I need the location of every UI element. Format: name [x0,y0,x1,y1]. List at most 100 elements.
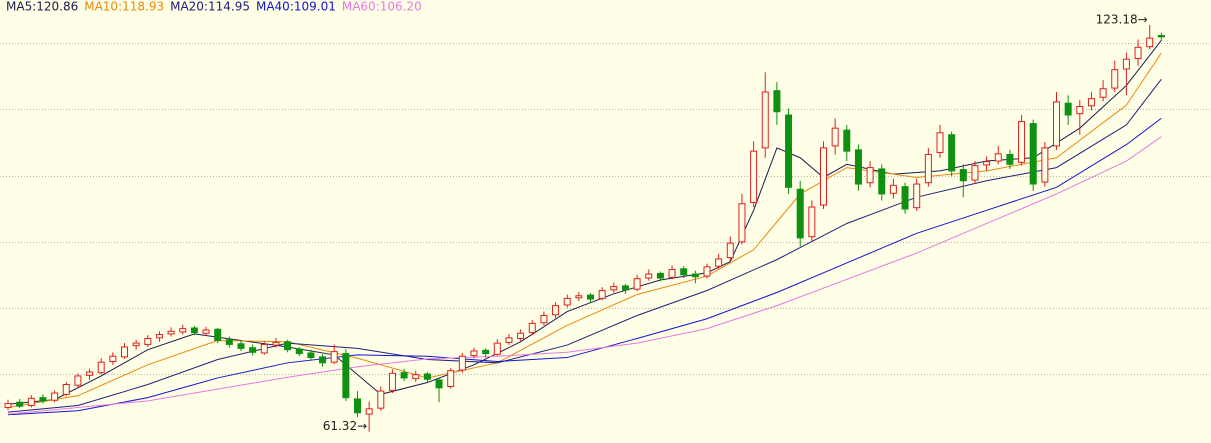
ma-line [7,78,1162,413]
candle-body [773,90,781,113]
candle-body [74,375,82,386]
candle-body [691,273,699,278]
candle-body [342,353,350,399]
candle-body [354,398,361,414]
legend-entry: MA60:106.20 [342,0,422,14]
candle-body [155,334,163,339]
plot: 123.18→ 61.32→ [4,13,1165,433]
candle-body [272,341,280,346]
candle-body [971,165,979,181]
candle-body [365,408,373,415]
candle-body [1134,46,1142,59]
candle-body [86,371,94,376]
candle-body [144,337,152,345]
legend-entry: MA5:120.86 [6,0,78,14]
candle-body [319,356,327,364]
candle-body [901,186,909,210]
legend-entry: MA10:118.93 [84,0,164,14]
candle-body [27,397,35,407]
grid [0,43,1211,375]
ma-line [7,136,1162,415]
candle-body [866,167,874,184]
candle-body [4,403,12,409]
candle-body [412,374,420,380]
candle-body [610,286,618,291]
candle-body [295,348,303,355]
candle-body [400,372,408,379]
candle-body [668,268,676,278]
candle-body [796,188,804,239]
candle-body [458,355,466,371]
candle-body [39,397,47,402]
candle-body [330,351,338,363]
candle-body [656,272,664,279]
candle-body [1122,58,1130,70]
candle-body [214,328,222,341]
candle-body [109,355,117,362]
candle-body [237,343,245,349]
candle-body [913,183,921,209]
legend-entry: MA40:109.01 [256,0,336,14]
candle-body [854,149,862,185]
candle-body [750,150,758,203]
candle-body [994,153,1002,162]
candle-body [377,390,385,409]
candle-body [1087,98,1095,107]
candle-body [1157,34,1165,38]
candle-body [1053,101,1060,147]
candle-body [563,297,571,306]
candle-body [202,329,210,334]
candle-body [1146,37,1154,48]
candle-body [97,361,105,374]
candle-body [785,114,793,188]
candle-body [1076,105,1084,115]
candle-body [633,278,641,290]
candle-body [726,242,734,259]
candle-body [16,401,24,407]
candle-body [552,305,560,316]
candle-body [190,327,198,334]
candle-body [1029,123,1037,185]
candle-body [51,392,59,401]
candle-body [179,328,187,333]
candle-body [703,266,711,277]
candle-body [528,322,536,334]
candle-body [621,285,629,291]
candle-body [645,273,653,279]
candle-body [1018,121,1026,163]
candle-body [1006,153,1014,165]
candle-body [505,337,513,343]
candle-body [715,258,723,267]
candle-body [761,91,769,149]
candle-body [121,346,128,358]
legend: MA5:120.86 MA10:118.93 MA20:114.95 MA40:109… [6,0,422,14]
candle-body [284,341,292,351]
candle-body [423,373,431,380]
candle-body [959,169,967,182]
candle-body [878,168,886,195]
candle-body [470,350,478,357]
candle-body [831,127,839,147]
candle-body [843,129,851,152]
candle-body [575,295,583,299]
candle-body [540,314,548,324]
candle-body [493,342,501,355]
candle-body [388,372,396,391]
candle-body [936,132,944,153]
candle-body [808,206,816,238]
price-annotation: 123.18→ [1096,13,1148,27]
candle-body [587,294,594,300]
candle-body [983,161,991,166]
candle-body [482,349,490,355]
candle-body [1099,88,1107,98]
candle-body [435,379,443,389]
candle-body [260,343,268,354]
candle-body [517,332,525,339]
candle-body [167,330,175,335]
candle-body [225,339,233,345]
candle-body [924,153,932,184]
candle-body [307,352,315,359]
